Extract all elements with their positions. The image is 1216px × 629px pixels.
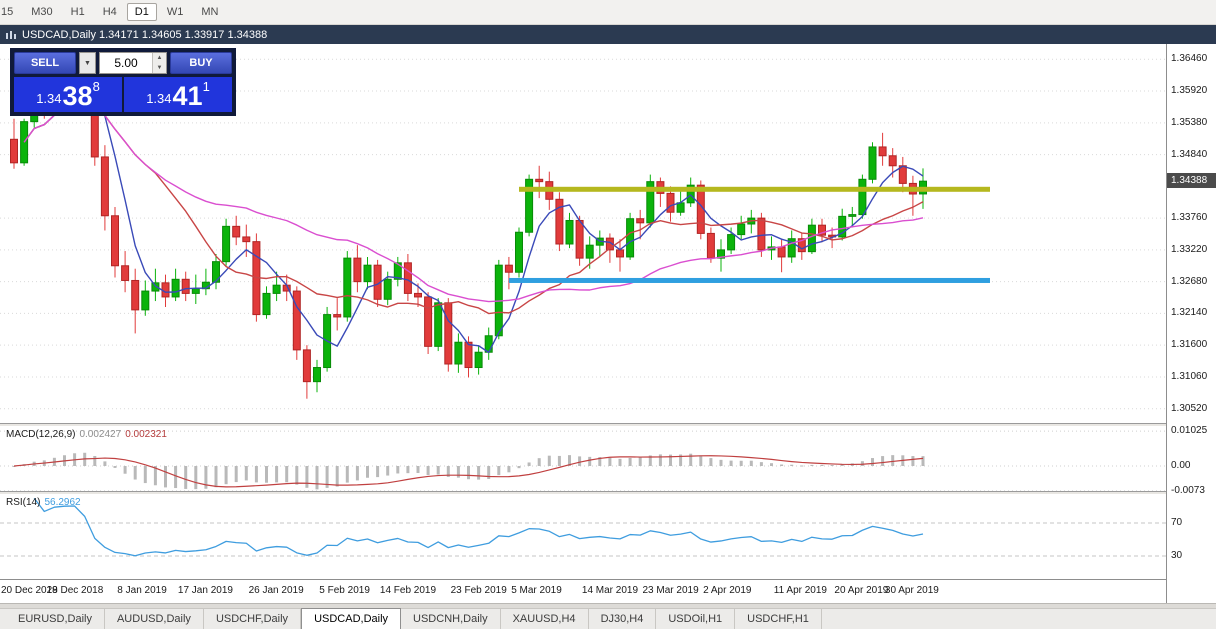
macd-label: MACD(12,26,9) — [6, 429, 76, 440]
buy-pipette: 1 — [202, 79, 210, 94]
timeframe-15[interactable]: 15 — [1, 6, 14, 18]
tab-usdcnh-daily[interactable]: USDCNH,Daily — [401, 609, 501, 629]
price-tick: 1.32140 — [1171, 307, 1208, 319]
date-label: 14 Mar 2019 — [581, 585, 639, 596]
price-tick: 1.35380 — [1171, 116, 1208, 128]
scroll-strip — [0, 603, 1216, 608]
chart-title: USDCAD,Daily 1.34171 1.34605 1.33917 1.3… — [22, 28, 268, 41]
price-axis[interactable]: 1.36460 1.35920 1.35380 1.34840 1.33760 1.332… — [1166, 44, 1216, 603]
date-label: 20 Apr 2019 — [834, 585, 889, 596]
macd-axis-tick: 0.00 — [1171, 460, 1191, 471]
sell-pipette: 8 — [92, 79, 100, 94]
buy-pips: 41 — [172, 81, 203, 111]
volume-input[interactable] — [100, 53, 152, 73]
panel-separator[interactable] — [0, 423, 1216, 427]
tab-usdcad-daily[interactable]: USDCAD,Daily — [301, 608, 402, 629]
price-tick: 1.31600 — [1171, 339, 1208, 351]
rsi-panel-label: RSI(14) 56.2962 — [6, 497, 81, 508]
chart-tabs: EURUSD,Daily AUDUSD,Daily USDCHF,Daily USDC… — [0, 608, 1216, 629]
tab-dj30-h4[interactable]: DJ30,H4 — [589, 609, 657, 629]
macd-axis-tick: 0.01025 — [1171, 425, 1208, 437]
macd-panel-label: MACD(12,26,9) 0.002427 0.002321 — [6, 429, 167, 440]
chart-icon — [5, 29, 17, 41]
price-tick: 1.34840 — [1171, 148, 1208, 160]
date-label: 20 Dec 2018 — [1, 585, 58, 596]
rsi-label: RSI(14) — [6, 497, 41, 508]
price-tick: 1.31060 — [1171, 370, 1208, 382]
buy-big-figure: 1.34 — [146, 91, 172, 106]
volume-down-button[interactable]: ▼ — [153, 63, 166, 73]
date-label: 8 Jan 2019 — [117, 585, 167, 596]
tab-usdchf-h1[interactable]: USDCHF,H1 — [735, 609, 822, 629]
date-label: 23 Feb 2019 — [450, 585, 507, 596]
price-tick: 1.36460 — [1171, 53, 1208, 65]
date-label: 23 Mar 2019 — [642, 585, 699, 596]
sell-pips: 38 — [62, 81, 93, 111]
date-label: 26 Jan 2019 — [248, 585, 304, 596]
sell-button[interactable]: SELL — [14, 52, 76, 74]
price-tick: 1.33220 — [1171, 243, 1208, 255]
date-label: 14 Feb 2019 — [379, 585, 437, 596]
tab-xauusd-h4[interactable]: XAUUSD,H4 — [501, 609, 589, 629]
one-click-trading-panel: SELL ▼ ▲ ▼ BUY 1.34 38 8 1.34 41 — [10, 48, 236, 116]
tab-eurusd-daily[interactable]: EURUSD,Daily — [6, 609, 105, 629]
date-label: 5 Feb 2019 — [319, 585, 370, 596]
sell-price-display[interactable]: 1.34 38 8 — [14, 77, 122, 112]
rsi-axis-tick: 30 — [1171, 550, 1183, 561]
price-tick: 1.35920 — [1171, 85, 1208, 97]
current-price-badge: 1.34388 — [1167, 173, 1216, 189]
tab-audusd-daily[interactable]: AUDUSD,Daily — [105, 609, 204, 629]
date-label: 5 Mar 2019 — [511, 585, 562, 596]
buy-button[interactable]: BUY — [170, 52, 232, 74]
macd-value: 0.002427 — [79, 429, 122, 440]
panel-separator[interactable] — [0, 491, 1216, 495]
date-label: 29 Dec 2018 — [46, 585, 104, 596]
tab-usdoil-h1[interactable]: USDOil,H1 — [656, 609, 736, 629]
price-tick: 1.30520 — [1171, 402, 1208, 414]
time-axis[interactable]: 20 Dec 2018 29 Dec 2018 8 Jan 2019 17 Jan 2… — [0, 580, 1166, 603]
macd-signal-value: 0.002321 — [125, 429, 167, 440]
volume-spinner: ▲ ▼ — [152, 53, 166, 73]
volume-field: ▲ ▼ — [99, 52, 167, 74]
chevron-down-icon: ▼ — [84, 59, 91, 67]
price-tick: 1.32680 — [1171, 275, 1208, 287]
timeframe-d1[interactable]: D1 — [126, 3, 157, 21]
timeframe-mn[interactable]: MN — [201, 6, 219, 18]
timeframe-h4[interactable]: H4 — [102, 6, 117, 18]
time-axis-border — [0, 579, 1216, 580]
price-tick: 1.33760 — [1171, 212, 1208, 224]
date-label: 30 Apr 2019 — [884, 585, 939, 596]
buy-price-display[interactable]: 1.34 41 1 — [124, 77, 232, 112]
tab-usdchf-daily[interactable]: USDCHF,Daily — [204, 609, 302, 629]
timeframe-m30[interactable]: M30 — [31, 6, 53, 18]
timeframe-h1[interactable]: H1 — [70, 6, 85, 18]
chart-title-bar: USDCAD,Daily 1.34171 1.34605 1.33917 1.3… — [0, 25, 1216, 44]
macd-axis-tick: -0.0073 — [1171, 484, 1205, 496]
date-label: 2 Apr 2019 — [703, 585, 752, 596]
timeframe-w1[interactable]: W1 — [166, 6, 184, 18]
volume-up-button[interactable]: ▲ — [153, 53, 166, 63]
sell-big-figure: 1.34 — [36, 91, 62, 106]
rsi-axis-tick: 70 — [1171, 517, 1183, 528]
volume-dropdown-button[interactable]: ▼ — [79, 52, 96, 74]
date-label: 17 Jan 2019 — [177, 585, 233, 596]
timeframe-bar: 15 M30 H1 H4 D1 W1 MN — [0, 0, 1216, 25]
date-label: 11 Apr 2019 — [773, 585, 827, 596]
rsi-value: 56.2962 — [44, 497, 81, 508]
